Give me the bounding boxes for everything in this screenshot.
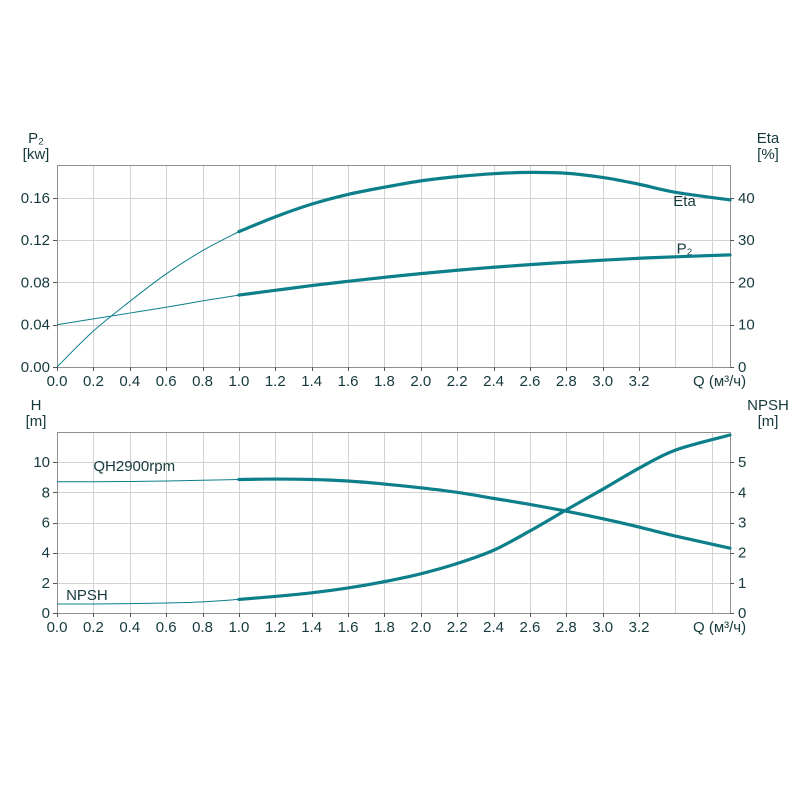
right-tick-label: 5 (738, 454, 746, 471)
x-tick-label: 0.6 (156, 619, 177, 636)
npsh-label: NPSH (66, 587, 108, 604)
x-tick-label: 0.2 (83, 619, 104, 636)
left-tick-label: 0.00 (21, 359, 50, 376)
x-tick-label: 2.2 (447, 619, 468, 636)
right-tick-label: 3 (738, 515, 746, 532)
npsh-curve-lead (56, 598, 239, 605)
x-tick-label: 1.4 (301, 619, 322, 636)
x-axis-title: Q (м³/ч) (693, 373, 746, 390)
right-axis-unit: [%] (757, 146, 779, 163)
x-tick-label: 2.2 (447, 373, 468, 390)
left-tick-label: 2 (42, 575, 50, 592)
x-tick-label: 0.8 (192, 373, 213, 390)
left-tick-label: 4 (42, 545, 50, 562)
x-tick-label: 0.2 (83, 373, 104, 390)
x-tick-label: 2.4 (483, 373, 504, 390)
x-tick-label: 0.0 (47, 373, 68, 390)
eta-curve (237, 170, 732, 234)
right-tick-label: 10 (738, 317, 755, 334)
qh2900rpm-label: QH2900rpm (93, 458, 175, 475)
x-tick-label: 2.6 (519, 373, 540, 390)
x-tick-label: 2.0 (410, 373, 431, 390)
x-tick-label: 2.0 (410, 619, 431, 636)
left-tick-label: 8 (42, 484, 50, 501)
gridlines (57, 165, 730, 367)
left-axis-title: H (31, 397, 42, 414)
right-tick-label: 0 (738, 359, 746, 376)
right-axis-title: Eta (757, 130, 780, 147)
p2-curve-lead (56, 294, 239, 326)
x-tick-label: 0.0 (47, 619, 68, 636)
p2-eta-chart: 0.0 0.2 0.4 0.6 0.8 1.0 1.2 1.4 1.6 1.8 2.0 2.2 2.4 2… (21, 130, 780, 390)
left-axis-title: P₂ (28, 130, 44, 147)
qh-curve (237, 477, 732, 550)
x-axis-title: Q (м³/ч) (693, 619, 746, 636)
eta-label: Eta (673, 193, 696, 210)
eta-curve-lead (56, 231, 240, 368)
right-tick-label: 30 (738, 232, 755, 249)
x-tick-label: 0.8 (192, 619, 213, 636)
x-tick-label: 1.0 (228, 373, 249, 390)
x-tick-label: 1.6 (338, 619, 359, 636)
right-tick-label: 0 (738, 605, 746, 622)
tick-marks (53, 462, 734, 617)
tick-marks (53, 198, 734, 371)
right-tick-label: 4 (738, 484, 746, 501)
x-tick-label: 1.2 (265, 373, 286, 390)
right-tick-label: 40 (738, 190, 755, 207)
x-tick-label: 2.8 (556, 619, 577, 636)
plot-frame (57, 165, 731, 368)
h-npsh-chart: 0.0 0.2 0.4 0.6 0.8 1.0 1.2 1.4 1.6 1.8 2.0 2.2 2.4 2… (26, 397, 789, 636)
x-tick-label: 1.0 (228, 619, 249, 636)
left-tick-label: 0.04 (21, 317, 50, 334)
left-tick-label: 6 (42, 515, 50, 532)
x-tick-label: 1.8 (374, 619, 395, 636)
left-tick-label: 10 (33, 454, 50, 471)
left-tick-label: 0 (42, 605, 50, 622)
x-tick-label: 1.2 (265, 619, 286, 636)
right-tick-label: 1 (738, 575, 746, 592)
right-tick-label: 20 (738, 274, 755, 291)
x-tick-label: 3.0 (592, 373, 613, 390)
right-tick-label: 2 (738, 545, 746, 562)
x-tick-label: 2.4 (483, 619, 504, 636)
left-tick-label: 0.12 (21, 232, 50, 249)
x-tick-label: 1.4 (301, 373, 322, 390)
npsh-curve (237, 433, 732, 602)
left-axis-unit: [kw] (23, 146, 50, 163)
axis-ticks: 0.0 0.2 0.4 0.6 0.8 1.0 1.2 1.4 1.6 1.8 2.0 2.2 2.4 2… (33, 454, 746, 636)
x-tick-label: 2.6 (519, 619, 540, 636)
x-tick-label: 1.6 (338, 373, 359, 390)
x-tick-label: 3.2 (629, 619, 650, 636)
x-tick-label: 0.4 (119, 619, 140, 636)
x-tick-label: 2.8 (556, 373, 577, 390)
right-axis-unit: [m] (758, 413, 779, 430)
x-tick-label: 0.6 (156, 373, 177, 390)
x-tick-label: 0.4 (119, 373, 140, 390)
left-tick-label: 0.16 (21, 190, 50, 207)
x-tick-label: 3.2 (629, 373, 650, 390)
left-tick-label: 0.08 (21, 274, 50, 291)
left-axis-unit: [m] (26, 413, 47, 430)
right-axis-title: NPSH (747, 397, 789, 414)
p2-curve (237, 253, 732, 297)
qh-curve-lead (56, 479, 239, 483)
x-tick-label: 3.0 (592, 619, 613, 636)
axis-ticks: 0.0 0.2 0.4 0.6 0.8 1.0 1.2 1.4 1.6 1.8 2.0 2.2 2.4 2… (21, 190, 755, 390)
p2-label: P₂ (677, 241, 693, 258)
x-tick-label: 1.8 (374, 373, 395, 390)
